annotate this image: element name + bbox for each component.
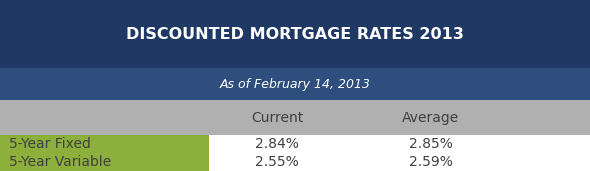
FancyBboxPatch shape [209, 135, 590, 153]
FancyBboxPatch shape [0, 153, 209, 171]
Text: Current: Current [251, 110, 303, 124]
Text: 2.85%: 2.85% [409, 137, 453, 151]
FancyBboxPatch shape [0, 68, 590, 100]
Text: 2.84%: 2.84% [255, 137, 299, 151]
Text: 5-Year Fixed: 5-Year Fixed [9, 137, 91, 151]
Text: 2.59%: 2.59% [409, 155, 453, 169]
Text: Average: Average [402, 110, 460, 124]
FancyBboxPatch shape [209, 153, 590, 171]
FancyBboxPatch shape [0, 100, 590, 135]
Text: 2.55%: 2.55% [255, 155, 299, 169]
FancyBboxPatch shape [0, 135, 209, 153]
Text: 5-Year Variable: 5-Year Variable [9, 155, 111, 169]
Text: DISCOUNTED MORTGAGE RATES 2013: DISCOUNTED MORTGAGE RATES 2013 [126, 27, 464, 42]
FancyBboxPatch shape [0, 0, 590, 68]
Text: As of February 14, 2013: As of February 14, 2013 [219, 78, 371, 91]
